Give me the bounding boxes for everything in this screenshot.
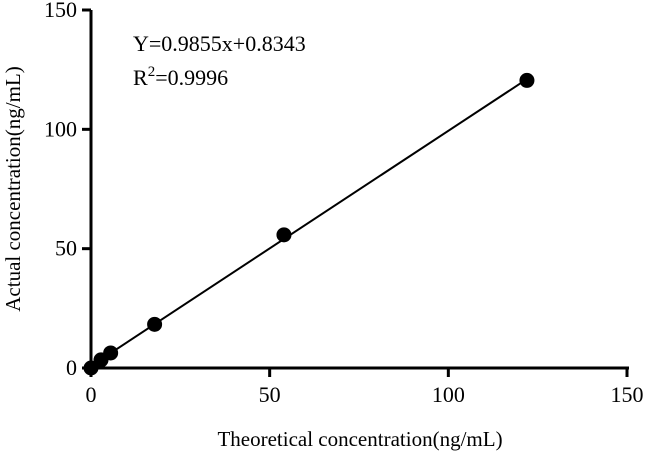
y-tick-label: 100 xyxy=(44,116,77,141)
r-squared-superscript: 2 xyxy=(148,64,156,80)
data-points xyxy=(83,72,535,376)
r-squared-value: =0.9996 xyxy=(155,65,228,90)
y-tick-label: 50 xyxy=(55,236,77,261)
x-axis-title: Theoretical concentration(ng/mL) xyxy=(217,427,502,451)
x-ticks: 0 50 100 150 xyxy=(86,368,644,407)
r-squared-prefix: R xyxy=(133,65,148,90)
data-point xyxy=(103,345,119,361)
y-tick-label: 150 xyxy=(44,0,77,22)
axes xyxy=(89,10,629,370)
fit-line-group xyxy=(90,78,528,367)
x-tick-label: 100 xyxy=(432,382,465,407)
x-tick-label: 0 xyxy=(86,382,97,407)
equation-annotation: Y=0.9855x+0.8343 xyxy=(133,31,306,56)
data-point xyxy=(276,227,292,243)
y-tick-label: 0 xyxy=(66,355,77,380)
data-point xyxy=(83,360,99,376)
data-point xyxy=(519,72,535,88)
x-tick-label: 50 xyxy=(259,382,281,407)
x-tick-label: 150 xyxy=(611,382,644,407)
fit-line xyxy=(90,78,528,367)
y-ticks: 0 50 100 150 xyxy=(44,0,91,380)
data-point xyxy=(147,316,163,332)
y-axis-title: Actual concentration(ng/mL) xyxy=(1,66,25,312)
r-squared-annotation: R2=0.9996 xyxy=(133,64,228,90)
